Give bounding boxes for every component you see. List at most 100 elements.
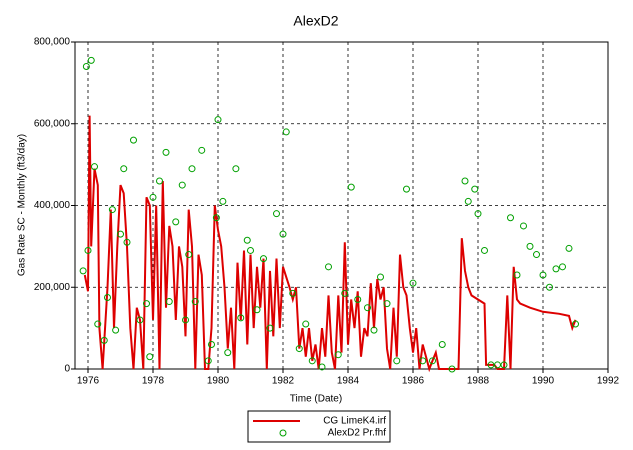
data-point — [136, 316, 144, 324]
data-point — [182, 316, 189, 324]
data-point — [429, 357, 436, 365]
data-point — [520, 222, 527, 230]
data-point — [253, 306, 261, 314]
data-point — [117, 230, 124, 238]
data-point — [108, 206, 116, 214]
x-tick-label: 1980 — [207, 376, 230, 387]
data-point — [162, 148, 170, 156]
data-point — [539, 271, 547, 279]
data-point — [565, 244, 573, 252]
data-point — [572, 320, 579, 328]
data-point — [260, 255, 267, 263]
x-tick-label: 1988 — [467, 376, 490, 387]
data-point — [165, 298, 173, 306]
data-point — [130, 136, 137, 144]
data-point — [178, 181, 186, 189]
chart-title: AlexD2 — [293, 13, 338, 29]
data-point — [156, 177, 163, 185]
data-point — [224, 349, 232, 357]
data-point — [383, 300, 391, 308]
data-point — [91, 163, 98, 171]
data-point — [471, 185, 479, 193]
data-point — [143, 300, 150, 308]
data-point — [438, 340, 446, 348]
data-point — [289, 289, 297, 297]
data-point — [341, 289, 349, 297]
data-point — [146, 353, 154, 361]
data-point — [112, 326, 120, 334]
y-tick-label: 800,000 — [34, 37, 71, 48]
data-point — [464, 197, 472, 205]
x-tick-label: 1976 — [77, 376, 100, 387]
data-point — [409, 279, 417, 287]
data-point — [533, 251, 540, 259]
data-point — [354, 296, 362, 304]
data-point — [94, 320, 102, 328]
plot-frame — [74, 41, 609, 370]
data-point — [481, 246, 488, 254]
x-tick-label: 1986 — [402, 376, 425, 387]
data-point — [377, 273, 384, 281]
data-point — [79, 267, 87, 275]
data-point — [318, 363, 326, 371]
data-point — [370, 326, 378, 334]
data-point — [559, 263, 566, 271]
data-point — [208, 340, 215, 348]
data-point — [507, 214, 514, 222]
legend-label: CG LimeK4.irf — [323, 416, 386, 427]
data-point — [232, 165, 240, 173]
legend-box — [247, 410, 391, 443]
data-point — [546, 283, 553, 291]
data-point — [393, 357, 401, 365]
data-point — [308, 357, 316, 365]
data-point — [513, 271, 521, 279]
data-point — [82, 63, 90, 71]
y-axis-label: Gas Rate SC - Monthly (ft3/day) — [17, 134, 28, 276]
data-point — [149, 193, 157, 201]
x-tick-label: 1984 — [337, 376, 360, 387]
data-point — [214, 116, 222, 124]
x-tick-label: 1992 — [597, 376, 620, 387]
data-point — [120, 165, 128, 173]
x-tick-label: 1982 — [272, 376, 295, 387]
data-point — [403, 185, 410, 193]
data-point — [279, 230, 287, 238]
x-tick-label: 1990 — [532, 376, 555, 387]
data-point — [295, 345, 303, 353]
data-point — [172, 218, 180, 226]
data-point — [188, 165, 196, 173]
data-point — [347, 183, 355, 191]
data-point — [198, 146, 206, 154]
legend-swatch — [279, 429, 287, 437]
data-point — [364, 304, 371, 312]
data-line — [83, 115, 577, 373]
legend-label: AlexD2 Pr.fhf — [328, 428, 387, 439]
data-point — [123, 238, 131, 246]
data-point — [334, 351, 342, 359]
data-point — [219, 197, 227, 205]
data-point — [266, 324, 274, 332]
data-point — [212, 214, 220, 222]
data-point — [191, 298, 199, 306]
data-point — [87, 56, 95, 64]
data-point — [526, 242, 534, 250]
data-point — [500, 361, 508, 369]
data-point — [325, 263, 332, 271]
y-tick-label: 400,000 — [34, 200, 71, 211]
data-point — [243, 236, 251, 244]
data-point — [84, 246, 92, 254]
data-point — [100, 336, 108, 344]
data-point — [237, 314, 245, 322]
data-point — [204, 357, 212, 365]
data-point — [552, 265, 560, 273]
data-point — [273, 210, 280, 218]
y-tick-label: 200,000 — [34, 282, 71, 293]
x-axis-label: Time (Date) — [290, 394, 342, 405]
data-point — [448, 365, 456, 373]
x-tick-label: 1978 — [142, 376, 165, 387]
data-point — [282, 128, 290, 136]
y-tick-label: 600,000 — [34, 118, 71, 129]
data-point — [474, 210, 482, 218]
